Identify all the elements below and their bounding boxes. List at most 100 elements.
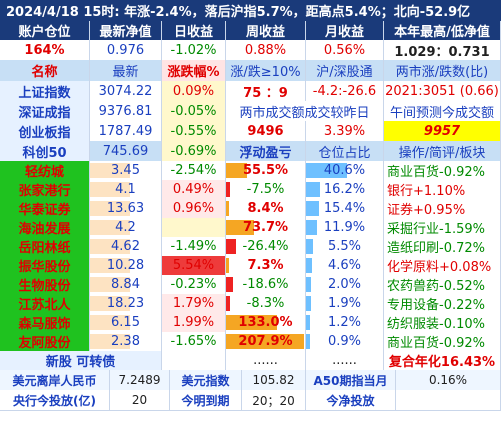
- new-stock-chg: [162, 351, 226, 370]
- holding-last-bar: [90, 315, 130, 330]
- fx-row-l2: 美元指数: [170, 370, 242, 390]
- holding-pnl-text: -8.3%: [246, 296, 285, 311]
- holding-name[interactable]: 森马服饰: [0, 313, 90, 332]
- index-last-text: 3074.22: [98, 83, 153, 99]
- holding-chg-text: -1.65%: [170, 334, 217, 349]
- holding-name[interactable]: 轻纺城: [0, 161, 90, 180]
- holding-last-bar: [90, 163, 130, 178]
- holding-position-bar: [306, 220, 317, 235]
- new-stock-pnl-text: ......: [253, 353, 278, 368]
- holding-pnl-bar: [226, 201, 229, 216]
- holding-name[interactable]: 江苏北人: [0, 294, 90, 313]
- holding-last-bar: [90, 201, 130, 216]
- holding-last-text: 3.45: [111, 163, 140, 178]
- holding-note-text: 商业百货-0.92%: [387, 165, 485, 180]
- holding-pnl-text: -18.6%: [242, 277, 289, 292]
- holding-position-bar: [306, 277, 311, 292]
- holding-chg: -1.65%: [162, 332, 226, 351]
- holding-name-text: 岳阳林纸: [18, 241, 71, 256]
- account-header-3-text: 周收益: [245, 25, 285, 40]
- holding-name[interactable]: 华泰证券: [0, 199, 90, 218]
- holding-chg-text: 5.54%: [172, 258, 215, 273]
- holding-pnl-bar: [226, 258, 229, 273]
- account-header-4: 月收益: [306, 21, 384, 40]
- holding-note-text: 农药兽药-0.52%: [387, 279, 485, 294]
- holding-pnl-bar: [226, 220, 254, 235]
- holding-name[interactable]: 友阿股份: [0, 332, 90, 351]
- forecast-label-text: 午间预测今成交额: [389, 105, 494, 121]
- holding-last-text: 13.63: [106, 201, 145, 216]
- holding-pnl: -26.4%: [226, 237, 306, 256]
- account-header-0-text: 账户仓位: [18, 25, 71, 40]
- index-header-1-text: 最新: [112, 65, 139, 80]
- account-value-4: 0.56%: [306, 40, 384, 60]
- position-header-text: 仓位占比: [318, 145, 371, 161]
- holding-name-text: 海油发展: [18, 222, 71, 237]
- holding-position-text: 16.2%: [323, 182, 366, 197]
- account-value-1: 0.976: [90, 40, 162, 60]
- holding-last-text: 10.28: [106, 258, 145, 273]
- holding-note: 商业百货-0.92%: [384, 161, 501, 180]
- holding-last-text: 18.23: [106, 296, 145, 311]
- position-header: 仓位占比: [306, 141, 384, 161]
- holding-chg-text: 1.79%: [172, 296, 215, 311]
- holding-note: 农药兽药-0.52%: [384, 275, 501, 294]
- holding-name[interactable]: 海油发展: [0, 218, 90, 237]
- index-updown: 75 ：9: [226, 81, 306, 101]
- holding-name[interactable]: 岳阳林纸: [0, 237, 90, 256]
- holding-position-bar: [306, 239, 313, 254]
- index-name-text: 上证指数: [18, 85, 71, 101]
- holding-name[interactable]: 振华股份: [0, 256, 90, 275]
- fx-row-v1: 7.2489: [110, 370, 170, 390]
- index-header-row: 名称 最新 涨跌幅% 涨/跌≥10% 沪/深股通 两市涨/跌数(比): [0, 60, 501, 82]
- holding-last-bar: [90, 334, 130, 349]
- holding-last-text: 8.84: [111, 277, 140, 292]
- holding-last-text: 4.1: [115, 182, 136, 197]
- holding-last-bar: [90, 239, 130, 254]
- holding-note-text: 纺织服装-0.10%: [387, 317, 485, 332]
- holding-position: 4.6%: [306, 256, 384, 275]
- note-header-text: 操作/简评/板块: [398, 145, 486, 161]
- index-breadth: 2021:3051 (0.66): [384, 81, 501, 101]
- holding-pnl-text: 8.4%: [247, 201, 284, 216]
- holding-last: 8.84: [90, 275, 162, 294]
- pnl-header-text: 浮动盈亏: [239, 145, 292, 161]
- account-header-3: 周收益: [226, 21, 306, 40]
- title-bar: 2024/4/18 15时: 年涨-2.4%，落后沪指5.7%，距高点5.4%；…: [0, 0, 501, 21]
- holding-last-bar: [90, 182, 130, 197]
- holding-name[interactable]: 张家港行: [0, 180, 90, 199]
- holding-row: 森马服饰 6.15 1.99% 133.0% 1.2% 纺织服装-0.10%: [0, 313, 501, 333]
- index-name: 科创50: [0, 141, 90, 161]
- account-value-5-text: 1.029：0.731: [394, 44, 490, 60]
- fx-row-v3: 0.16%: [396, 370, 501, 390]
- holding-pnl: -7.5%: [226, 180, 306, 199]
- index-row: 深证成指 9376.81 -0.05% 两市成交额成交较昨日 午间预测今成交额: [0, 101, 501, 122]
- holding-name[interactable]: 生物股份: [0, 275, 90, 294]
- fx-row: 美元离岸人民币 7.2489 美元指数 105.82 A50期指当月 0.16%: [0, 370, 501, 391]
- fx-row-v2: 105.82: [242, 370, 306, 390]
- fx-row-l1: 美元离岸人民币: [0, 370, 110, 390]
- holding-name-text: 华泰证券: [18, 203, 71, 218]
- index-row: 上证指数 3074.22 0.09% 75 ：9 -4.2:-26.6 2021:3051…: [0, 81, 501, 102]
- holding-pnl: 8.4%: [226, 199, 306, 218]
- account-value-2-text: -1.02%: [170, 42, 217, 58]
- holding-pnl-bar: [226, 182, 230, 197]
- holding-pnl: 207.9%: [226, 332, 306, 351]
- turnover-change-text: 3.39%: [323, 123, 366, 139]
- holding-note-text: 化学原料+0.08%: [387, 260, 492, 275]
- holding-position-text: 40.6%: [323, 163, 366, 178]
- holding-last: 4.2: [90, 218, 162, 237]
- holding-position-bar: [306, 163, 347, 178]
- index-northbound: -4.2:-26.6: [306, 81, 384, 101]
- index-chg-text: -0.69%: [170, 143, 217, 159]
- pnl-header: 浮动盈亏: [226, 141, 306, 161]
- holding-last: 13.63: [90, 199, 162, 218]
- turnover-label: 两市成交额成交较昨日: [226, 101, 384, 121]
- holding-last: 2.38: [90, 332, 162, 351]
- holding-pnl-text: 7.3%: [247, 258, 284, 273]
- holding-note: 证券+0.95%: [384, 199, 501, 218]
- account-value-0: 164%: [0, 40, 90, 60]
- holding-pnl-text: 133.0%: [238, 315, 293, 330]
- holding-pnl-bar: [226, 277, 233, 292]
